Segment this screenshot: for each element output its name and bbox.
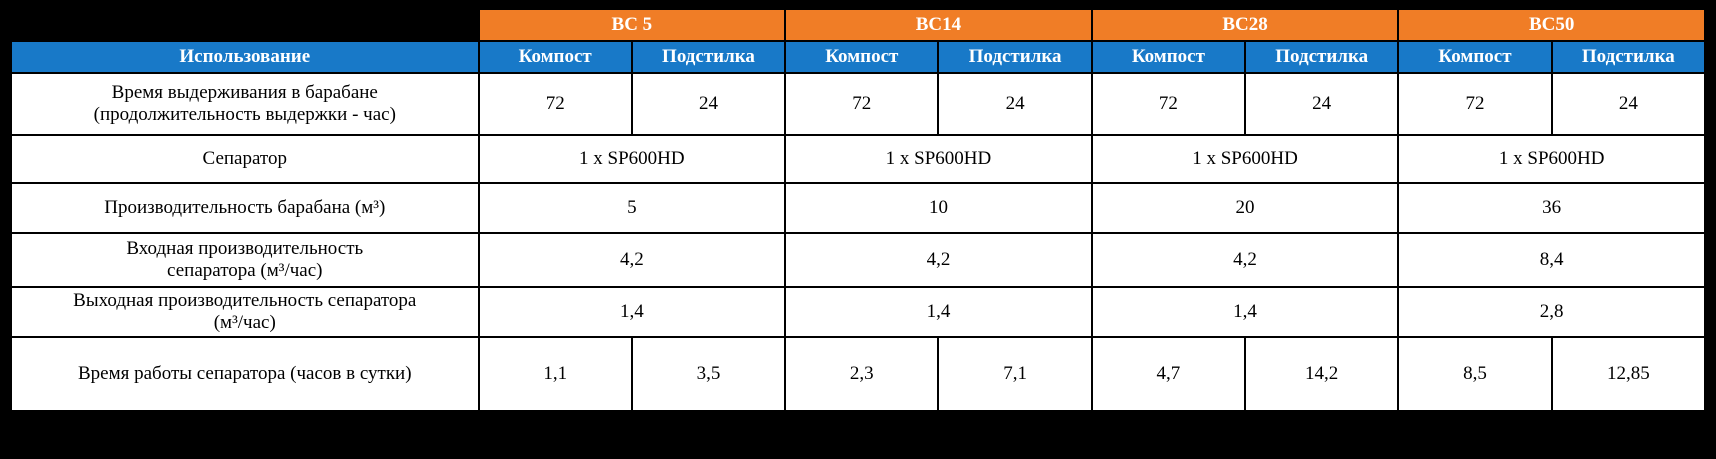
value-cell: 1 x SP600HD xyxy=(784,134,1093,184)
table-row: Выходная производительность сепаратора (… xyxy=(10,286,1706,338)
value-cell: 3,5 xyxy=(630,336,787,412)
value-cell: 4,7 xyxy=(1090,336,1247,412)
value-cell: 4,2 xyxy=(784,232,1093,288)
value-cell: 2,8 xyxy=(1397,286,1706,338)
subheader-bedding-bc28: Подстилка xyxy=(1244,40,1400,74)
value-cell: 14,2 xyxy=(1244,336,1400,412)
value-cell: 24 xyxy=(630,72,787,136)
value-cell: 1,4 xyxy=(477,286,787,338)
subheader-compost-bc14: Компост xyxy=(784,40,940,74)
value-cell: 36 xyxy=(1397,182,1706,234)
value-cell: 72 xyxy=(784,72,940,136)
row-label: Время выдерживания в барабане (продолжит… xyxy=(10,72,480,136)
value-cell: 20 xyxy=(1090,182,1400,234)
subheader-compost-bc5: Компост xyxy=(477,40,633,74)
value-cell: 8,5 xyxy=(1397,336,1553,412)
subheader-bedding-bc50: Подстилка xyxy=(1550,40,1707,74)
row-label: Входная производительность сепаратора (м… xyxy=(10,232,480,288)
table-row: Время работы сепаратора (часов в сутки) … xyxy=(10,336,1707,412)
value-cell: 5 xyxy=(477,182,787,234)
value-cell: 1,4 xyxy=(1090,286,1400,338)
value-cell: 1 x SP600HD xyxy=(1090,134,1400,184)
value-cell: 24 xyxy=(1244,72,1400,136)
subheader-row: Использование Компост Подстилка Компост … xyxy=(10,40,1707,74)
value-cell: 1 x SP600HD xyxy=(1397,134,1706,184)
value-cell: 24 xyxy=(937,72,1093,136)
spec-table: BC 5 BC14 BC28 BC50 Использование Компос… xyxy=(10,8,1707,412)
model-header-bc14: BC14 xyxy=(784,8,1093,42)
value-cell: 24 xyxy=(1550,72,1707,136)
row-label: Сепаратор xyxy=(10,134,480,184)
value-cell: 1,4 xyxy=(784,286,1093,338)
table-row: Сепаратор 1 x SP600HD 1 x SP600HD 1 x SP… xyxy=(10,134,1706,184)
spec-table-container: BC 5 BC14 BC28 BC50 Использование Компос… xyxy=(10,8,1707,412)
value-cell: 2,3 xyxy=(784,336,940,412)
value-cell: 72 xyxy=(1397,72,1553,136)
value-cell: 8,4 xyxy=(1397,232,1706,288)
subheader-compost-bc50: Компост xyxy=(1397,40,1553,74)
value-cell: 10 xyxy=(784,182,1093,234)
value-cell: 4,2 xyxy=(477,232,787,288)
subheader-compost-bc28: Компост xyxy=(1090,40,1247,74)
corner-cell xyxy=(10,8,480,42)
model-header-bc28: BC28 xyxy=(1090,8,1400,42)
usage-header: Использование xyxy=(10,40,480,74)
model-header-bc50: BC50 xyxy=(1397,8,1706,42)
value-cell: 1 x SP600HD xyxy=(477,134,787,184)
value-cell: 72 xyxy=(1090,72,1247,136)
table-row: Производительность барабана (м³) 5 10 20… xyxy=(10,182,1706,234)
value-cell: 72 xyxy=(477,72,633,136)
value-cell: 12,85 xyxy=(1550,336,1707,412)
table-row: Время выдерживания в барабане (продолжит… xyxy=(10,72,1707,136)
value-cell: 7,1 xyxy=(937,336,1093,412)
subheader-bedding-bc14: Подстилка xyxy=(937,40,1093,74)
model-header-bc5: BC 5 xyxy=(477,8,787,42)
subheader-bedding-bc5: Подстилка xyxy=(630,40,787,74)
model-header-row: BC 5 BC14 BC28 BC50 xyxy=(10,8,1706,42)
value-cell: 4,2 xyxy=(1090,232,1400,288)
value-cell: 1,1 xyxy=(477,336,633,412)
table-row: Входная производительность сепаратора (м… xyxy=(10,232,1706,288)
row-label: Выходная производительность сепаратора (… xyxy=(10,286,480,338)
row-label: Производительность барабана (м³) xyxy=(10,182,480,234)
row-label: Время работы сепаратора (часов в сутки) xyxy=(10,336,480,412)
